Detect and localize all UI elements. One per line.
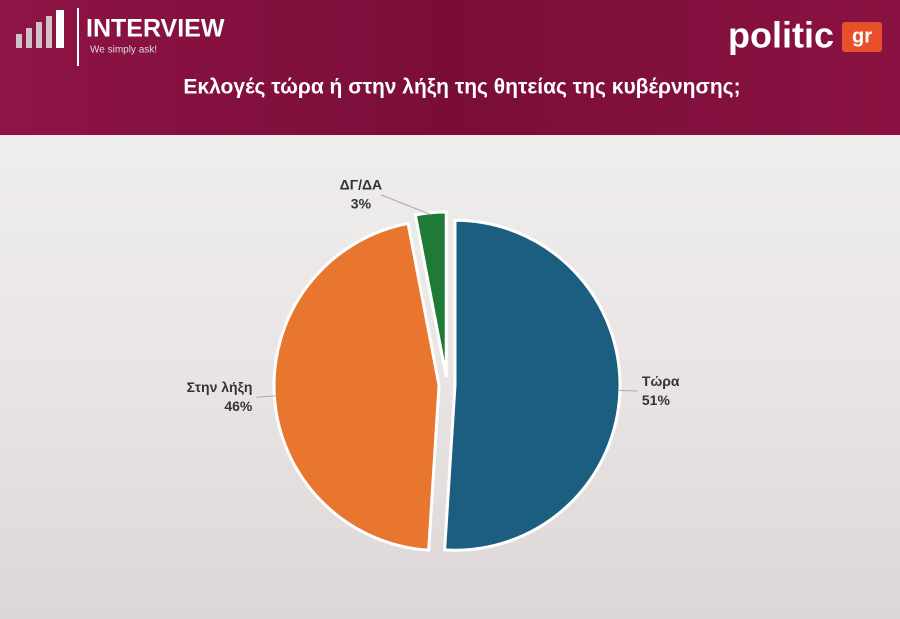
pie-slice — [443, 218, 622, 552]
logo-badge — [842, 22, 882, 52]
chart-title: Εκλογές τώρα ή στην λήξη της θητείας της… — [183, 76, 740, 99]
slice-label: Τώρα — [642, 373, 680, 389]
slice-label: Στην λήξη — [187, 379, 253, 395]
tagline: We simply ask! — [90, 45, 157, 56]
value-label: 46% — [224, 398, 253, 414]
slice-label: ΔΓ/ΔΑ — [340, 176, 383, 192]
logo-suffix: gr — [852, 25, 872, 47]
pie-slice — [413, 210, 448, 378]
leader-line — [256, 395, 277, 398]
brand: INTERVIEW — [86, 15, 225, 43]
leader-line — [617, 389, 638, 392]
value-label: 3% — [351, 195, 372, 211]
logo: politic — [728, 15, 834, 56]
header-band — [0, 0, 900, 135]
brand-icon — [16, 10, 64, 48]
pie-slice — [272, 221, 441, 552]
value-label: 51% — [642, 392, 671, 408]
leader-line — [380, 194, 432, 216]
